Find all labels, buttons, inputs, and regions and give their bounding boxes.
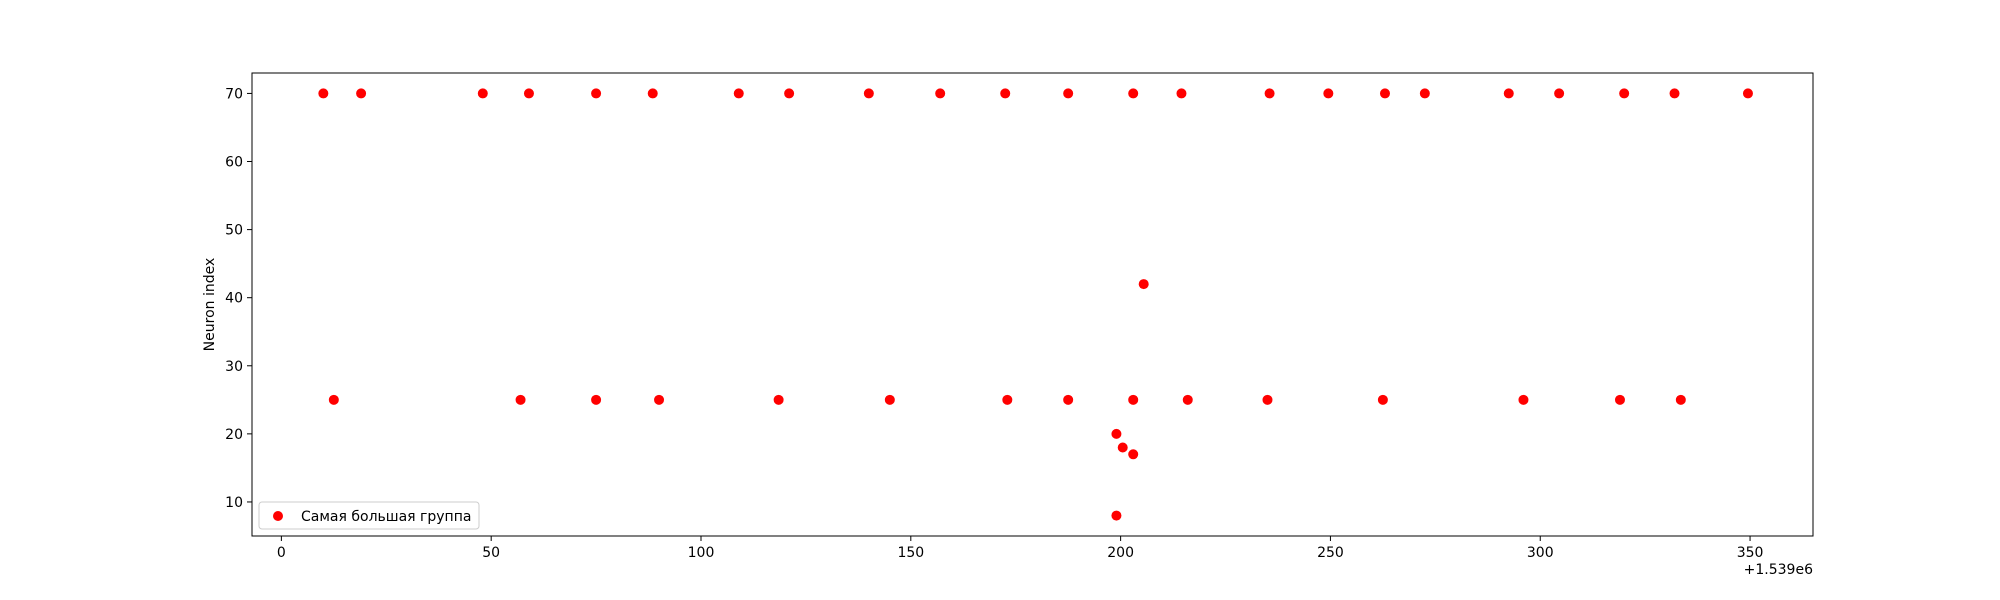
plot-area-frame	[251, 72, 1814, 537]
data-point	[477, 88, 488, 99]
data-point	[1554, 88, 1565, 99]
legend-marker	[273, 511, 283, 521]
data-point	[1138, 279, 1149, 290]
data-points	[318, 88, 1753, 521]
y-tick-label: 60	[225, 155, 243, 171]
y-tick-label: 30	[225, 359, 243, 375]
y-tick-label: 10	[225, 495, 243, 511]
data-point	[935, 88, 946, 99]
x-axis-offset-text: +1.539e6	[1744, 562, 1813, 578]
data-point	[523, 88, 534, 99]
data-point	[1323, 88, 1334, 99]
data-point	[1669, 88, 1680, 99]
x-tick-label: 300	[1527, 545, 1554, 561]
y-tick-label: 40	[225, 291, 243, 307]
data-point	[1128, 449, 1139, 460]
data-point	[1419, 88, 1430, 99]
data-point	[1742, 88, 1753, 99]
data-point	[1264, 88, 1275, 99]
data-point	[647, 88, 658, 99]
legend-label: Самая большая группа	[301, 509, 471, 525]
data-point	[733, 88, 744, 99]
data-point	[773, 394, 784, 405]
x-tick-label: 50	[482, 545, 500, 561]
legend: Самая большая группа	[258, 501, 480, 530]
data-point	[1063, 394, 1074, 405]
y-axis-title: Neuron index	[202, 258, 218, 352]
data-point	[356, 88, 367, 99]
data-point	[591, 88, 602, 99]
data-point	[1619, 88, 1630, 99]
x-tick-label: 150	[897, 545, 924, 561]
data-point	[1128, 394, 1139, 405]
data-point	[784, 88, 795, 99]
y-tick-label: 20	[225, 427, 243, 443]
data-point	[1111, 428, 1122, 439]
y-tick-label: 70	[225, 86, 243, 102]
x-tick-label: 200	[1107, 545, 1134, 561]
data-point	[515, 394, 526, 405]
data-point	[1503, 88, 1514, 99]
x-axis-ticks: 0 50 100 150 200 250 300 350	[277, 536, 1764, 561]
data-point	[1176, 88, 1187, 99]
data-point	[591, 394, 602, 405]
data-point	[1128, 88, 1139, 99]
data-point	[328, 394, 339, 405]
data-point	[863, 88, 874, 99]
legend-box	[258, 501, 480, 530]
data-point	[1063, 88, 1074, 99]
data-point	[1262, 394, 1273, 405]
data-point	[1002, 394, 1013, 405]
x-tick-label: 350	[1737, 545, 1764, 561]
x-tick-label: 100	[688, 545, 715, 561]
y-tick-label: 50	[225, 223, 243, 239]
data-point	[1111, 510, 1122, 521]
data-point	[1000, 88, 1011, 99]
data-point	[1379, 88, 1390, 99]
data-point	[1675, 394, 1686, 405]
data-point	[1182, 394, 1193, 405]
y-axis-ticks: 10 20 30 40 50 60 70	[225, 86, 252, 511]
data-point	[1117, 442, 1128, 453]
data-point	[884, 394, 895, 405]
x-tick-label: 0	[277, 545, 286, 561]
data-point	[654, 394, 665, 405]
x-tick-label: 250	[1317, 545, 1344, 561]
data-point	[1377, 394, 1388, 405]
data-point	[1614, 394, 1625, 405]
data-point	[1518, 394, 1529, 405]
data-point	[318, 88, 329, 99]
